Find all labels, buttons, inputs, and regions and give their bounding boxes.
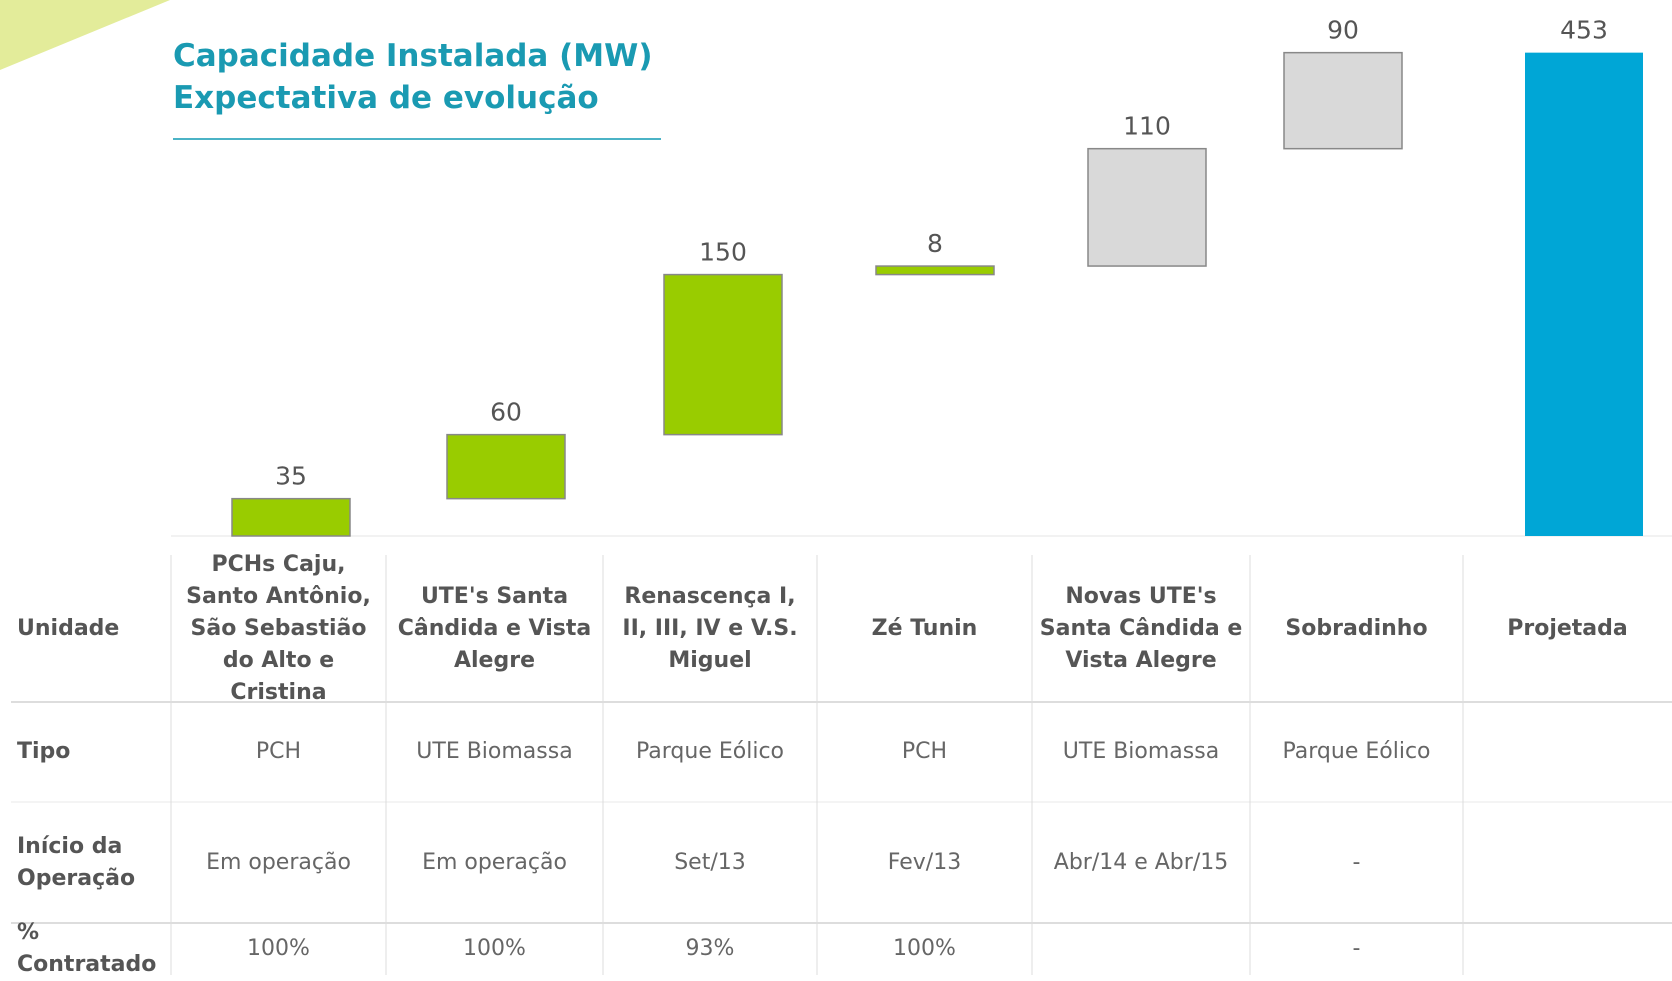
data-label: 90 [1327,16,1359,45]
data-label: 8 [927,229,943,258]
bar [875,265,995,276]
data-label: 150 [699,238,747,267]
table-cell: Abr/14 e Abr/15 [1053,849,1229,875]
data-label: 60 [490,398,522,427]
row-label: % Contratado [17,920,157,977]
chart-title: Capacidade Instalada (MW) [173,38,653,74]
table-cell: PCH [255,739,302,764]
category-label: Projetada [1507,615,1628,641]
category-label: Renascença I, II, III, IV e V.S. Miguel [622,583,798,673]
table-cell: Parque Eólico [1282,739,1431,764]
table-cell: Em operação [206,849,351,875]
row-label: Início da Operação [17,833,136,891]
row-label: Tipo [17,739,71,764]
table-cell: Em operação [422,849,567,875]
table-cell: 100% [893,936,956,961]
table-cell: 100% [463,936,526,961]
corner-decoration [0,0,170,70]
table-cell: Set/13 [674,849,746,875]
bar [446,433,566,500]
bar [663,273,783,436]
category-label: PCHs Caju, Santo Antônio, São Sebastião … [186,551,371,705]
table-cell: UTE Biomassa [416,739,573,764]
table-cell: PCH [901,739,948,764]
bar [1087,147,1207,267]
bar [231,497,351,537]
data-label: 453 [1560,16,1608,45]
table-cell: 100% [247,936,310,961]
category-label: Sobradinho [1285,615,1428,641]
table-cell: Fev/13 [887,849,962,875]
row-label: Unidade [17,615,120,641]
table-cell: - [1352,936,1361,961]
data-label: 110 [1123,112,1171,141]
table-cell: UTE Biomassa [1062,739,1220,764]
bar [1525,52,1643,537]
category-label: Novas UTE's Santa Cândida e Vista Alegre [1039,583,1243,673]
category-label: UTE's Santa Cândida e Vista Alegre [397,583,592,673]
category-label: Zé Tunin [871,615,978,641]
bar [1283,51,1403,150]
data-label: 35 [275,462,307,491]
table-cell: - [1352,849,1361,875]
chart-subtitle: Expectativa de evolução [173,80,599,116]
table-cell: 93% [685,936,735,961]
table-cell: Parque Eólico [636,739,784,764]
